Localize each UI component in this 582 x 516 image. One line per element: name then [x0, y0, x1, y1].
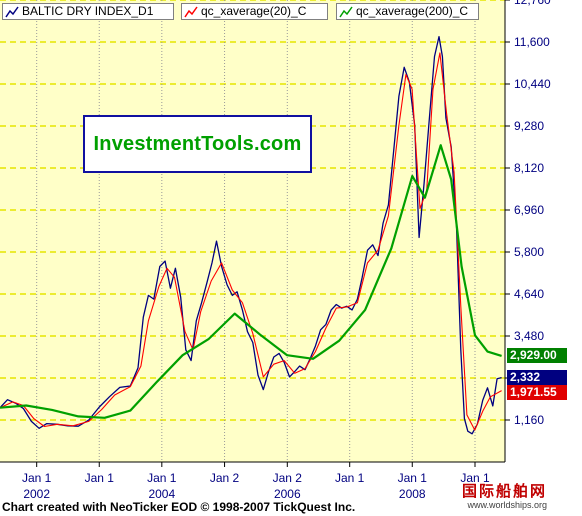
y-tick-label-9: 11,600: [514, 35, 550, 49]
legend-item-ma200: qc_xaverage(200)_C: [336, 3, 479, 20]
legend-swatch-ma20-icon: [184, 6, 198, 17]
series-ma20-line: [0, 52, 502, 431]
x-tick-label-5: Jan 1: [335, 471, 365, 485]
x-tick-year-0: 2002: [23, 487, 50, 501]
last-value-ma20: 1,971.55: [507, 384, 567, 400]
x-tick-label-4: Jan 2: [273, 471, 303, 485]
y-tick-label-5: 6,960: [514, 203, 544, 217]
x-tick-label-7: Jan 1: [460, 471, 490, 485]
x-tick-year-2: 2004: [148, 487, 175, 501]
x-tick-label-2: Jan 1: [147, 471, 177, 485]
y-tick-label-0: 1,160: [514, 413, 544, 427]
legend-label-ma20: qc_xaverage(20)_C: [201, 4, 307, 18]
x-tick-label-3: Jan 2: [210, 471, 240, 485]
watermark-box: InvestmentTools.com: [83, 115, 312, 173]
x-tick-year-4: 2006: [274, 487, 301, 501]
legend-swatch-bdi-icon: [5, 6, 19, 17]
x-tick-label-0: Jan 1: [22, 471, 52, 485]
watermark-text: InvestmentTools.com: [93, 132, 302, 155]
y-tick-label-8: 10,440: [514, 77, 551, 91]
legend-swatch-ma200-icon: [339, 6, 353, 17]
plot-background: [0, 0, 505, 462]
y-tick-label-3: 4,640: [514, 287, 544, 301]
series-ma200-line: [0, 144, 502, 419]
y-tick-label-2: 3,480: [514, 329, 544, 343]
series-bdi-line: [0, 35, 502, 435]
last-value-bdi: 2,332: [507, 369, 567, 385]
x-tick-year-6: 2008: [399, 487, 426, 501]
logo-stamp: 国际船舶网 www.worldships.org: [462, 484, 547, 511]
legend-item-bdi: BALTIC DRY INDEX_D1: [2, 3, 174, 20]
y-tick-label-4: 5,800: [514, 245, 544, 259]
stamp-main-text: 国际船舶网: [462, 483, 548, 500]
x-tick-label-1: Jan 1: [85, 471, 115, 485]
legend-label-bdi: BALTIC DRY INDEX_D1: [22, 4, 154, 18]
y-tick-label-6: 8,120: [514, 161, 544, 175]
x-tick-label-6: Jan 1: [398, 471, 428, 485]
legend-item-ma20: qc_xaverage(20)_C: [181, 3, 328, 20]
y-tick-label-7: 9,280: [514, 119, 544, 133]
footer-credit: Chart created with NeoTicker EOD © 1998-…: [2, 500, 356, 514]
stamp-sub-text: www.worldships.org: [467, 500, 548, 510]
legend-label-ma200: qc_xaverage(200)_C: [356, 4, 469, 18]
y-tick-label-10: 12,760: [514, 0, 551, 7]
last-value-ma200: 2,929.00: [507, 347, 567, 363]
